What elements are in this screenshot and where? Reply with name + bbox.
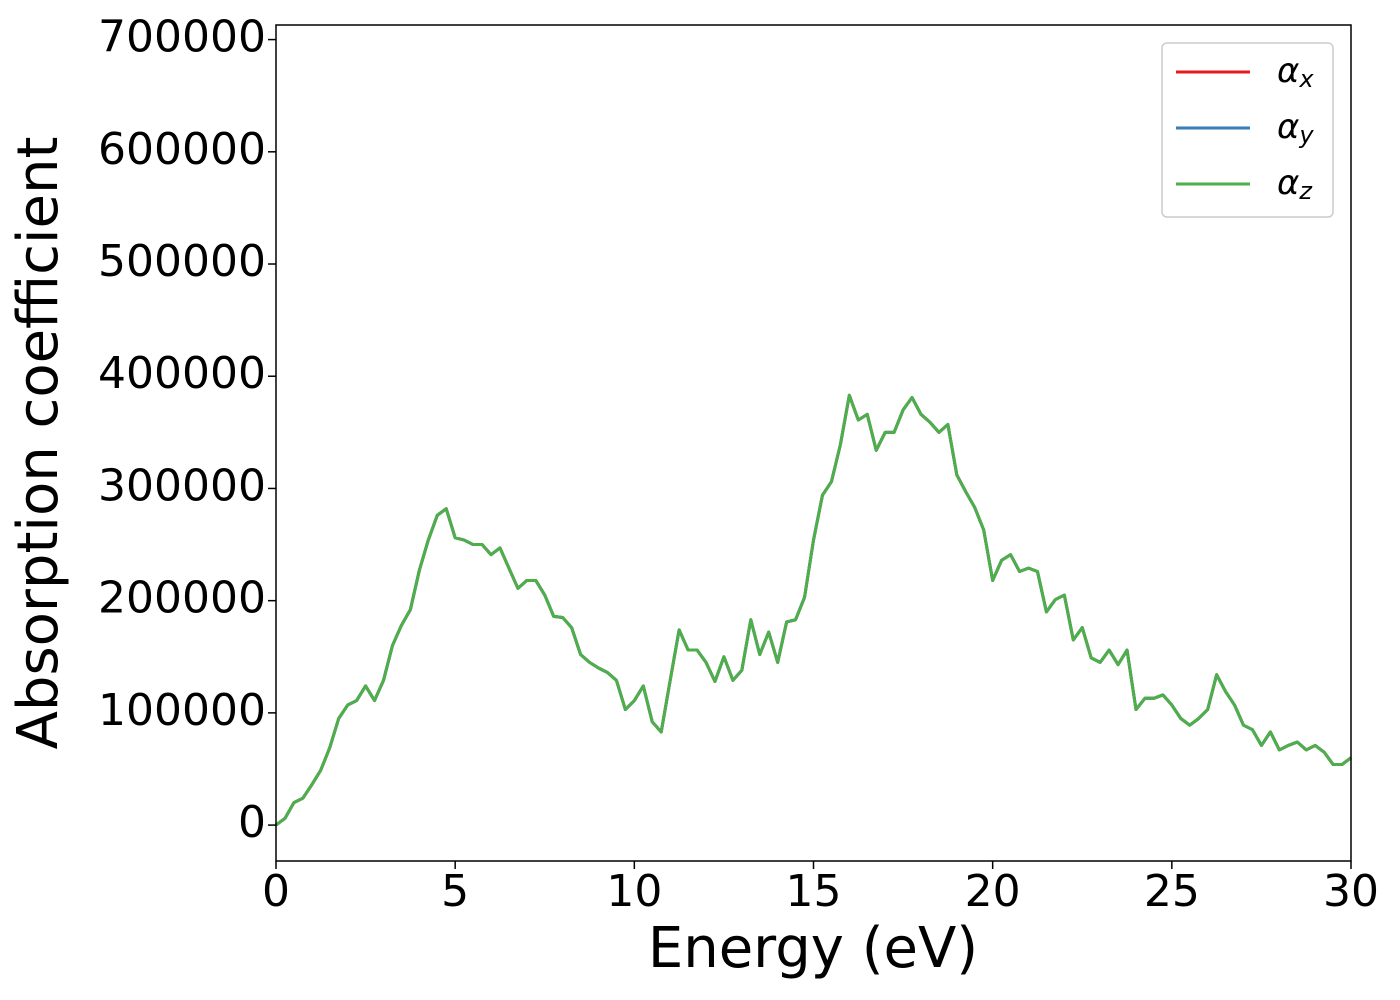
y-tick-label: 500000 [98, 236, 266, 287]
legend: αx αy αz [1161, 42, 1334, 218]
x-tick-label: 30 [1323, 866, 1379, 917]
data-line [275, 393, 1352, 827]
x-tick-label: 10 [606, 866, 662, 917]
legend-label: αy [1277, 107, 1314, 150]
legend-label: αz [1277, 163, 1313, 206]
y-tick-label: 200000 [98, 573, 266, 624]
y-tick-label: 400000 [98, 348, 266, 399]
y-tick-label: 0 [238, 797, 266, 848]
legend-box [1161, 42, 1334, 218]
y-tick-label: 300000 [98, 460, 266, 511]
x-tick-label: 5 [441, 866, 469, 917]
y-tick-label: 700000 [98, 12, 266, 63]
x-tick-label: 0 [262, 866, 290, 917]
plot-frame [275, 24, 1352, 862]
data-line [275, 393, 1352, 827]
y-tick-label: 100000 [98, 685, 266, 736]
y-axis-label: Absorption coefficient [6, 137, 71, 750]
x-tick-label: 25 [1144, 866, 1200, 917]
legend-label: αx [1277, 51, 1314, 94]
x-axis-label: Energy (eV) [648, 916, 978, 981]
y-tick-label: 600000 [98, 124, 266, 175]
x-tick-label: 15 [786, 866, 842, 917]
data-line [275, 393, 1352, 827]
x-tick-label: 20 [965, 866, 1021, 917]
